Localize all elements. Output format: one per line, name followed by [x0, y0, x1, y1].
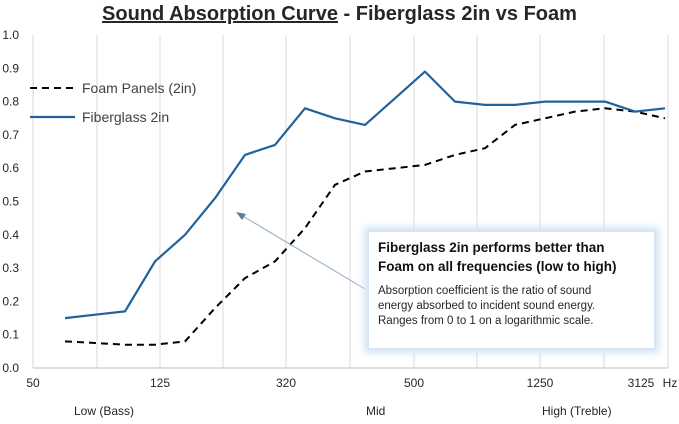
- data-point-foam: [424, 164, 426, 166]
- y-tick-label: 0.0: [2, 361, 19, 375]
- region-label-high: High (Treble): [542, 404, 612, 418]
- data-point-fiberglass: [634, 111, 636, 113]
- annotation-body-line2: energy absorbed to incident sound energy…: [378, 300, 596, 312]
- data-point-foam: [184, 341, 186, 343]
- data-point-fiberglass: [64, 317, 66, 319]
- data-point-foam: [454, 154, 456, 156]
- data-point-foam: [664, 118, 666, 120]
- y-tick-label: 0.7: [2, 128, 19, 142]
- annotation-headline-line2: Foam on all frequencies (low to high): [378, 259, 617, 274]
- data-point-fiberglass: [214, 197, 216, 199]
- x-tick-label: 1250: [527, 376, 554, 390]
- data-point-fiberglass: [394, 98, 396, 100]
- y-tick-label: 0.4: [2, 228, 19, 242]
- data-point-foam: [514, 124, 516, 126]
- y-tick-label: 0.1: [2, 328, 19, 342]
- chart-title-sub: - Fiberglass 2in vs Foam: [337, 3, 577, 25]
- annotation-body: Absorption coefficient is the ratio of s…: [378, 284, 646, 329]
- region-label-low: Low (Bass): [74, 404, 135, 418]
- legend: Foam Panels (2in) Fiberglass 2in: [30, 80, 196, 125]
- x-tick-label: 500: [404, 376, 424, 390]
- data-point-fiberglass: [604, 101, 606, 103]
- series-line-foam: [64, 107, 666, 346]
- data-point-foam: [214, 307, 216, 309]
- annotation-body-line3: Ranges from 0 to 1 on a logarithmic scal…: [378, 315, 594, 327]
- series-layer: [64, 70, 666, 346]
- data-point-fiberglass: [274, 144, 276, 146]
- data-point-fiberglass: [94, 314, 96, 316]
- annotation-arrow-head: [236, 212, 246, 220]
- x-axis-unit-label: Hz: [663, 376, 678, 390]
- data-point-foam: [484, 147, 486, 149]
- legend-label-foam: Foam Panels (2in): [82, 80, 196, 96]
- annotation-callout: Fiberglass 2in performs better than Foam…: [367, 230, 656, 350]
- y-tick-label: 0.2: [2, 294, 19, 308]
- data-point-foam: [124, 344, 126, 346]
- series-line-fiberglass: [64, 70, 666, 320]
- y-tick-label: 0.8: [2, 95, 19, 109]
- data-point-foam: [364, 171, 366, 173]
- data-point-foam: [304, 227, 306, 229]
- data-point-fiberglass: [304, 108, 306, 110]
- y-tick-label: 0.5: [2, 195, 19, 209]
- data-point-fiberglass: [544, 101, 546, 103]
- region-label-mid: Mid: [366, 404, 386, 418]
- y-tick-label: 0.9: [2, 61, 19, 75]
- x-tick-label: 320: [276, 376, 296, 390]
- data-point-foam: [244, 277, 246, 279]
- annotation-headline-line1: Fiberglass 2in performs better than: [378, 240, 605, 255]
- data-point-fiberglass: [514, 104, 516, 106]
- data-point-fiberglass: [574, 101, 576, 103]
- data-point-foam: [394, 167, 396, 169]
- data-point-foam: [274, 261, 276, 263]
- data-point-foam: [154, 344, 156, 346]
- data-point-fiberglass: [334, 118, 336, 120]
- axis-layer: 0.0 0.1 0.2 0.3 0.4 0.5 0.6 0.7 0.8 0.9 1.0 50 125 32…: [2, 28, 677, 390]
- legend-label-fiberglass: Fiberglass 2in: [82, 109, 169, 125]
- data-point-fiberglass: [154, 261, 156, 263]
- data-point-foam: [94, 342, 96, 344]
- annotation-arrow-line: [240, 214, 366, 290]
- annotation-headline: Fiberglass 2in performs better than Foam…: [378, 238, 646, 276]
- y-tick-label: 0.6: [2, 161, 19, 175]
- data-point-foam: [604, 108, 606, 110]
- data-point-fiberglass: [244, 154, 246, 156]
- data-point-foam: [544, 118, 546, 120]
- chart-title: Sound Absorption Curve - Fiberglass 2in …: [0, 3, 679, 26]
- y-tick-label: 0.3: [2, 261, 19, 275]
- x-tick-label: 3125: [628, 376, 655, 390]
- data-point-foam: [334, 184, 336, 186]
- y-tick-label: 1.0: [2, 28, 19, 42]
- data-point-fiberglass: [484, 104, 486, 106]
- annotation-arrow: [236, 212, 366, 290]
- data-point-fiberglass: [454, 101, 456, 103]
- data-point-fiberglass: [424, 71, 426, 73]
- x-tick-label: 125: [150, 376, 170, 390]
- x-tick-label: 50: [26, 376, 40, 390]
- data-point-fiberglass: [364, 124, 366, 126]
- data-point-fiberglass: [664, 108, 666, 110]
- chart-title-main: Sound Absorption Curve: [102, 3, 338, 25]
- data-point-foam: [64, 341, 66, 343]
- data-point-fiberglass: [124, 311, 126, 313]
- data-point-fiberglass: [184, 234, 186, 236]
- annotation-body-line1: Absorption coefficient is the ratio of s…: [378, 285, 592, 297]
- data-point-foam: [574, 111, 576, 113]
